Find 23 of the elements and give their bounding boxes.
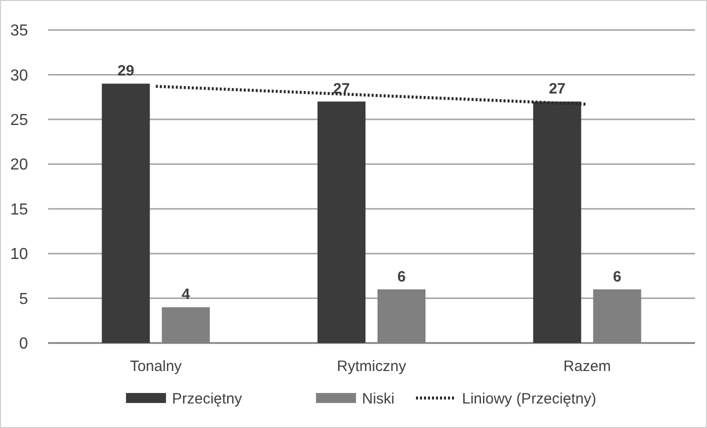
data-label: 6: [397, 268, 406, 286]
y-tick-label: 10: [10, 246, 28, 264]
bar: [533, 102, 582, 343]
y-tick-label: 0: [19, 336, 28, 353]
data-label: 4: [182, 286, 191, 304]
x-tick-label: Tonalny: [130, 358, 182, 375]
data-label: 6: [612, 268, 622, 286]
bar: [318, 102, 366, 343]
y-tick-label: 15: [10, 201, 28, 218]
legend-label: Przeciętny: [172, 390, 243, 408]
bar: [102, 84, 150, 343]
y-tick-label: 30: [10, 67, 28, 84]
legend-label: Niski: [362, 390, 394, 408]
data-label: 29: [117, 62, 134, 80]
y-tick-label: 5: [19, 290, 28, 308]
y-tick-label: 25: [10, 112, 28, 130]
data-label: 27: [548, 80, 566, 98]
y-tick-label: 20: [10, 156, 28, 174]
x-tick-label: Rytmiczny: [336, 358, 407, 375]
y-tick-label: 35: [10, 22, 28, 40]
legend-label: Liniowy (Przeciętny): [462, 390, 596, 408]
x-tick-label: Razem: [563, 358, 611, 375]
data-label: 27: [333, 80, 350, 98]
